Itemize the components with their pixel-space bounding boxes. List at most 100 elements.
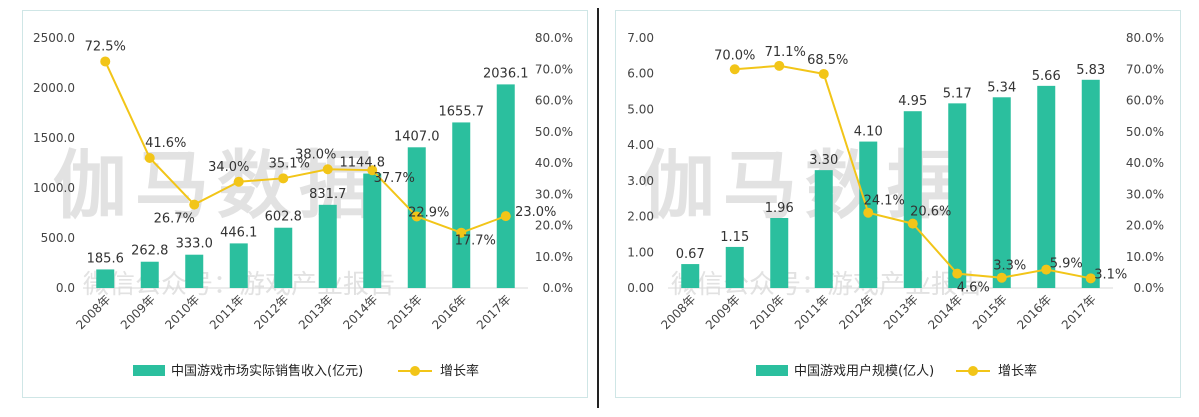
y-right-tick-label: 70.0%: [1126, 62, 1164, 76]
bar-value-label: 1407.0: [394, 129, 440, 144]
growth-rate-point: [367, 165, 378, 176]
y-right-tick-label: 50.0%: [535, 125, 573, 139]
growth-rate-line: [104, 61, 507, 234]
y-left-tick-label: 5.00: [627, 102, 654, 116]
growth-rate-label: 3.3%: [993, 259, 1026, 274]
growth-rate-point: [1041, 264, 1052, 275]
bar: [140, 261, 159, 288]
growth-rate-point: [411, 211, 422, 222]
y-right-tick-label: 60.0%: [535, 94, 573, 108]
legend-line-marker: [410, 366, 420, 376]
bar-value-label: 446.1: [220, 225, 257, 240]
bar: [363, 173, 382, 288]
bar: [814, 170, 833, 288]
y-left-tick-label: 3.00: [627, 174, 654, 188]
x-tick-label: 2017年: [1059, 292, 1099, 332]
growth-rate-label: 22.9%: [408, 205, 449, 220]
bar-value-label: 4.95: [898, 94, 927, 109]
bar: [681, 264, 700, 288]
legend-line-label: 增长率: [998, 363, 1037, 379]
y-left-tick-label: 0.00: [627, 281, 654, 295]
bar: [992, 97, 1011, 289]
bar-value-label: 4.10: [854, 125, 883, 140]
bar: [770, 218, 789, 288]
growth-rate-label: 3.1%: [1094, 267, 1127, 282]
y-right-tick-label: 30.0%: [1126, 187, 1164, 201]
bar: [274, 227, 293, 288]
growth-rate-label: 35.1%: [269, 156, 310, 171]
bar: [185, 254, 204, 288]
growth-rate-point: [322, 164, 333, 175]
growth-rate-label: 23.0%: [515, 205, 556, 220]
bar-value-label: 2036.1: [483, 66, 529, 81]
x-tick-label: 2017年: [474, 292, 514, 332]
bar-value-label: 262.8: [131, 244, 168, 259]
growth-rate-point: [1085, 273, 1096, 284]
bar-value-label: 831.7: [309, 187, 346, 202]
y-left-tick-label: 2500.0: [33, 31, 75, 45]
y-right-tick-label: 40.0%: [1126, 156, 1164, 170]
growth-rate-point: [729, 64, 740, 75]
x-tick-label: 2016年: [429, 292, 469, 332]
growth-rate-label: 37.7%: [374, 171, 415, 186]
growth-rate-label: 68.5%: [807, 53, 848, 68]
y-right-tick-label: 60.0%: [1126, 94, 1164, 108]
bar: [229, 243, 248, 288]
bar-value-label: 5.66: [1032, 69, 1061, 84]
growth-rate-label: 71.1%: [765, 45, 806, 60]
bar-value-label: 3.30: [809, 153, 838, 168]
growth-rate-point: [996, 272, 1007, 283]
growth-rate-label: 17.7%: [455, 234, 496, 249]
bar: [903, 111, 922, 288]
growth-rate-point: [774, 60, 785, 71]
bar: [96, 269, 115, 288]
growth-rate-point: [456, 227, 467, 238]
y-right-tick-label: 10.0%: [535, 250, 573, 264]
bar-value-label: 1144.8: [340, 156, 386, 171]
growth-rate-point: [233, 176, 244, 187]
bar-value-label: 0.67: [676, 247, 705, 262]
y-right-tick-label: 30.0%: [535, 187, 573, 201]
bar: [318, 204, 337, 288]
y-right-tick-label: 80.0%: [1126, 31, 1164, 45]
revenue-chart: 伽马数据微信公众号：游戏产业报告0.0500.01000.01500.02000…: [33, 31, 573, 379]
growth-rate-label: 26.7%: [154, 212, 195, 227]
growth-rate-point: [863, 207, 874, 218]
bar: [1037, 85, 1056, 288]
y-right-tick-label: 20.0%: [1126, 219, 1164, 233]
growth-rate-label: 70.0%: [714, 48, 755, 63]
y-left-tick-label: 7.00: [627, 31, 654, 45]
y-right-tick-label: 80.0%: [535, 31, 573, 45]
y-left-tick-label: 0.0: [56, 281, 75, 295]
y-left-tick-label: 1000.0: [33, 181, 75, 195]
growth-rate-label: 38.0%: [295, 147, 336, 162]
users-chart: 伽马数据微信公众号：游戏产业报告0.001.002.003.004.005.00…: [627, 31, 1164, 379]
y-left-tick-label: 2000.0: [33, 81, 75, 95]
growth-rate-label: 72.5%: [85, 39, 126, 54]
legend-bar-label: 中国游戏市场实际销售收入(亿元): [171, 363, 363, 379]
y-left-tick-label: 6.00: [627, 67, 654, 81]
legend-bar-label: 中国游戏用户规模(亿人): [794, 363, 934, 379]
bar: [1081, 79, 1100, 289]
bar-value-label: 5.34: [987, 80, 1016, 95]
x-tick-label: 2016年: [1014, 292, 1054, 332]
y-right-tick-label: 70.0%: [535, 62, 573, 76]
legend-bar-swatch: [133, 365, 165, 376]
y-left-tick-label: 500.0: [41, 231, 75, 245]
revenue-chart-panel: 伽马数据微信公众号：游戏产业报告0.0500.01000.01500.02000…: [22, 10, 588, 398]
panel-divider: [597, 8, 599, 408]
growth-rate-label: 4.6%: [957, 281, 990, 296]
bar-value-label: 1655.7: [439, 104, 485, 119]
growth-rate-point: [952, 268, 963, 279]
growth-rate-point: [189, 199, 200, 210]
y-right-tick-label: 10.0%: [1126, 250, 1164, 264]
y-right-tick-label: 40.0%: [535, 156, 573, 170]
y-left-tick-label: 4.00: [627, 138, 654, 152]
growth-rate-point: [907, 218, 918, 229]
growth-rate-point: [144, 153, 155, 163]
bar: [452, 122, 471, 289]
users-chart-panel: 伽马数据微信公众号：游戏产业报告0.001.002.003.004.005.00…: [615, 10, 1181, 398]
bar-value-label: 333.0: [176, 237, 213, 252]
growth-rate-label: 41.6%: [145, 136, 186, 151]
bar: [496, 84, 515, 288]
